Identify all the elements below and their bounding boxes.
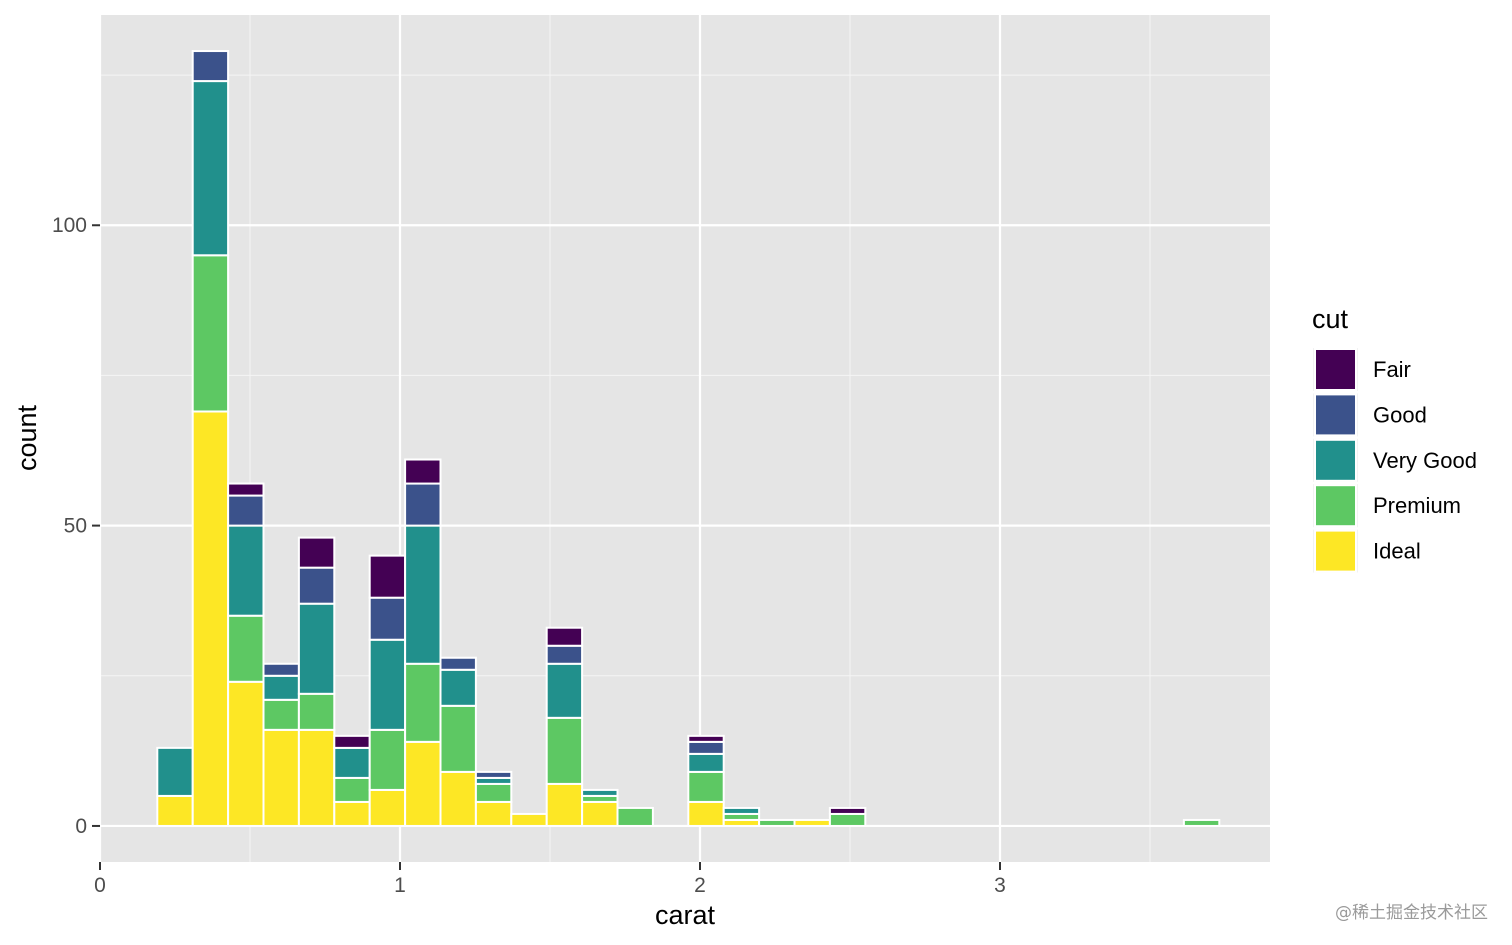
bar-segment-very-good: [262, 674, 300, 701]
bar-segment-premium: [687, 770, 725, 803]
bar-segment-premium: [368, 728, 407, 791]
bar-segment-good: [474, 770, 513, 779]
bar-segment-ideal: [404, 740, 442, 827]
bars: [156, 50, 1221, 827]
bar-segment-fair: [828, 806, 867, 815]
bar-segment-premium: [439, 704, 477, 773]
bar-segment-fair: [545, 626, 584, 647]
bar-segment-ideal: [793, 818, 831, 827]
legend-swatch-very-good: [1314, 438, 1357, 482]
x-axis-title: carat: [655, 900, 716, 930]
bar-segment-ideal: [227, 680, 265, 827]
bar-segment-good: [687, 740, 725, 755]
bar-segment-good: [297, 566, 336, 605]
bar-segment-premium: [545, 716, 584, 785]
bar-segment-premium: [474, 782, 513, 803]
bar-segment-ideal: [545, 782, 584, 827]
bar-segment-ideal: [439, 770, 477, 827]
bar-segment-premium: [227, 614, 265, 683]
major-gridlines: [98, 15, 1270, 862]
bar-segment-ideal: [262, 728, 300, 827]
minor-gridlines: [100, 15, 1270, 862]
bar-segment-ideal: [156, 794, 194, 827]
legend-label-fair: Fair: [1373, 357, 1411, 382]
bar-segment-ideal: [581, 800, 619, 827]
legend-label-premium: Premium: [1373, 493, 1461, 518]
bar-segment-ideal: [191, 410, 230, 827]
y-tick-label: 50: [64, 515, 87, 538]
y-tick-label: 0: [75, 815, 87, 838]
bar-segment-very-good: [297, 602, 336, 695]
x-tick-label: 1: [394, 874, 406, 897]
legend: Fair Good Very Good Premium Ideal: [1313, 348, 1477, 573]
bar-segment-premium: [758, 818, 796, 827]
legend-label-good: Good: [1373, 402, 1427, 427]
bar-segment-premium: [404, 662, 442, 743]
bar-segment-very-good: [687, 752, 725, 773]
bar-segment-very-good: [333, 746, 371, 779]
bar-segment-good: [439, 656, 477, 671]
watermark: @稀土掘金技术社区: [1335, 903, 1488, 923]
bar-segment-fair: [227, 482, 265, 497]
bar-segment-ideal: [368, 788, 407, 827]
bar-segment-premium: [297, 692, 336, 731]
bar-segment-fair: [297, 536, 336, 569]
bar-segment-ideal: [333, 800, 371, 827]
legend-title: cut: [1312, 304, 1349, 334]
legend-swatch-good: [1314, 393, 1357, 437]
legend-swatch-premium: [1314, 484, 1357, 528]
bar-segment-very-good: [191, 80, 230, 257]
bar-segment-premium: [191, 254, 230, 413]
bar-segment-good: [404, 482, 442, 527]
x-tick-label: 2: [694, 874, 706, 897]
bar-segment-good: [191, 50, 230, 83]
bar-segment-very-good: [368, 638, 407, 731]
bar-segment-premium: [828, 812, 867, 827]
bar-segment-premium: [616, 806, 654, 827]
bar-segment-very-good: [404, 524, 442, 665]
bar-segment-very-good: [545, 662, 584, 719]
bar-segment-fair: [333, 734, 371, 749]
bar-segment-very-good: [439, 668, 477, 707]
legend-label-very-good: Very Good: [1373, 448, 1477, 473]
bar-segment-ideal: [687, 800, 725, 827]
bar-segment-good: [368, 596, 407, 641]
bar-segment-very-good: [722, 806, 761, 815]
y-tick-label: 100: [52, 214, 87, 237]
bar-segment-ideal: [297, 728, 336, 827]
bar-segment-fair: [687, 734, 725, 743]
bar-segment-ideal: [510, 812, 548, 827]
bar-segment-good: [545, 644, 584, 665]
bar-segment-premium: [262, 698, 300, 731]
bar-segment-fair: [368, 554, 407, 599]
legend-label-ideal: Ideal: [1373, 539, 1421, 564]
bar-segment-premium: [1182, 818, 1221, 827]
bar-segment-very-good: [227, 524, 265, 617]
x-tick-label: 0: [94, 874, 106, 897]
bar-segment-very-good: [156, 746, 194, 797]
legend-swatch-fair: [1314, 348, 1357, 391]
bar-segment-fair: [404, 458, 442, 485]
bar-segment-very-good: [581, 788, 619, 797]
axes: 0 50 100 0 1 2 3: [52, 214, 1006, 897]
bar-segment-good: [227, 494, 265, 527]
x-tick-label: 3: [994, 874, 1006, 897]
bar-segment-premium: [333, 776, 371, 803]
legend-swatch-ideal: [1314, 529, 1357, 573]
bar-segment-ideal: [474, 800, 513, 827]
bar-segment-good: [262, 662, 300, 677]
y-axis-title: count: [12, 404, 42, 471]
